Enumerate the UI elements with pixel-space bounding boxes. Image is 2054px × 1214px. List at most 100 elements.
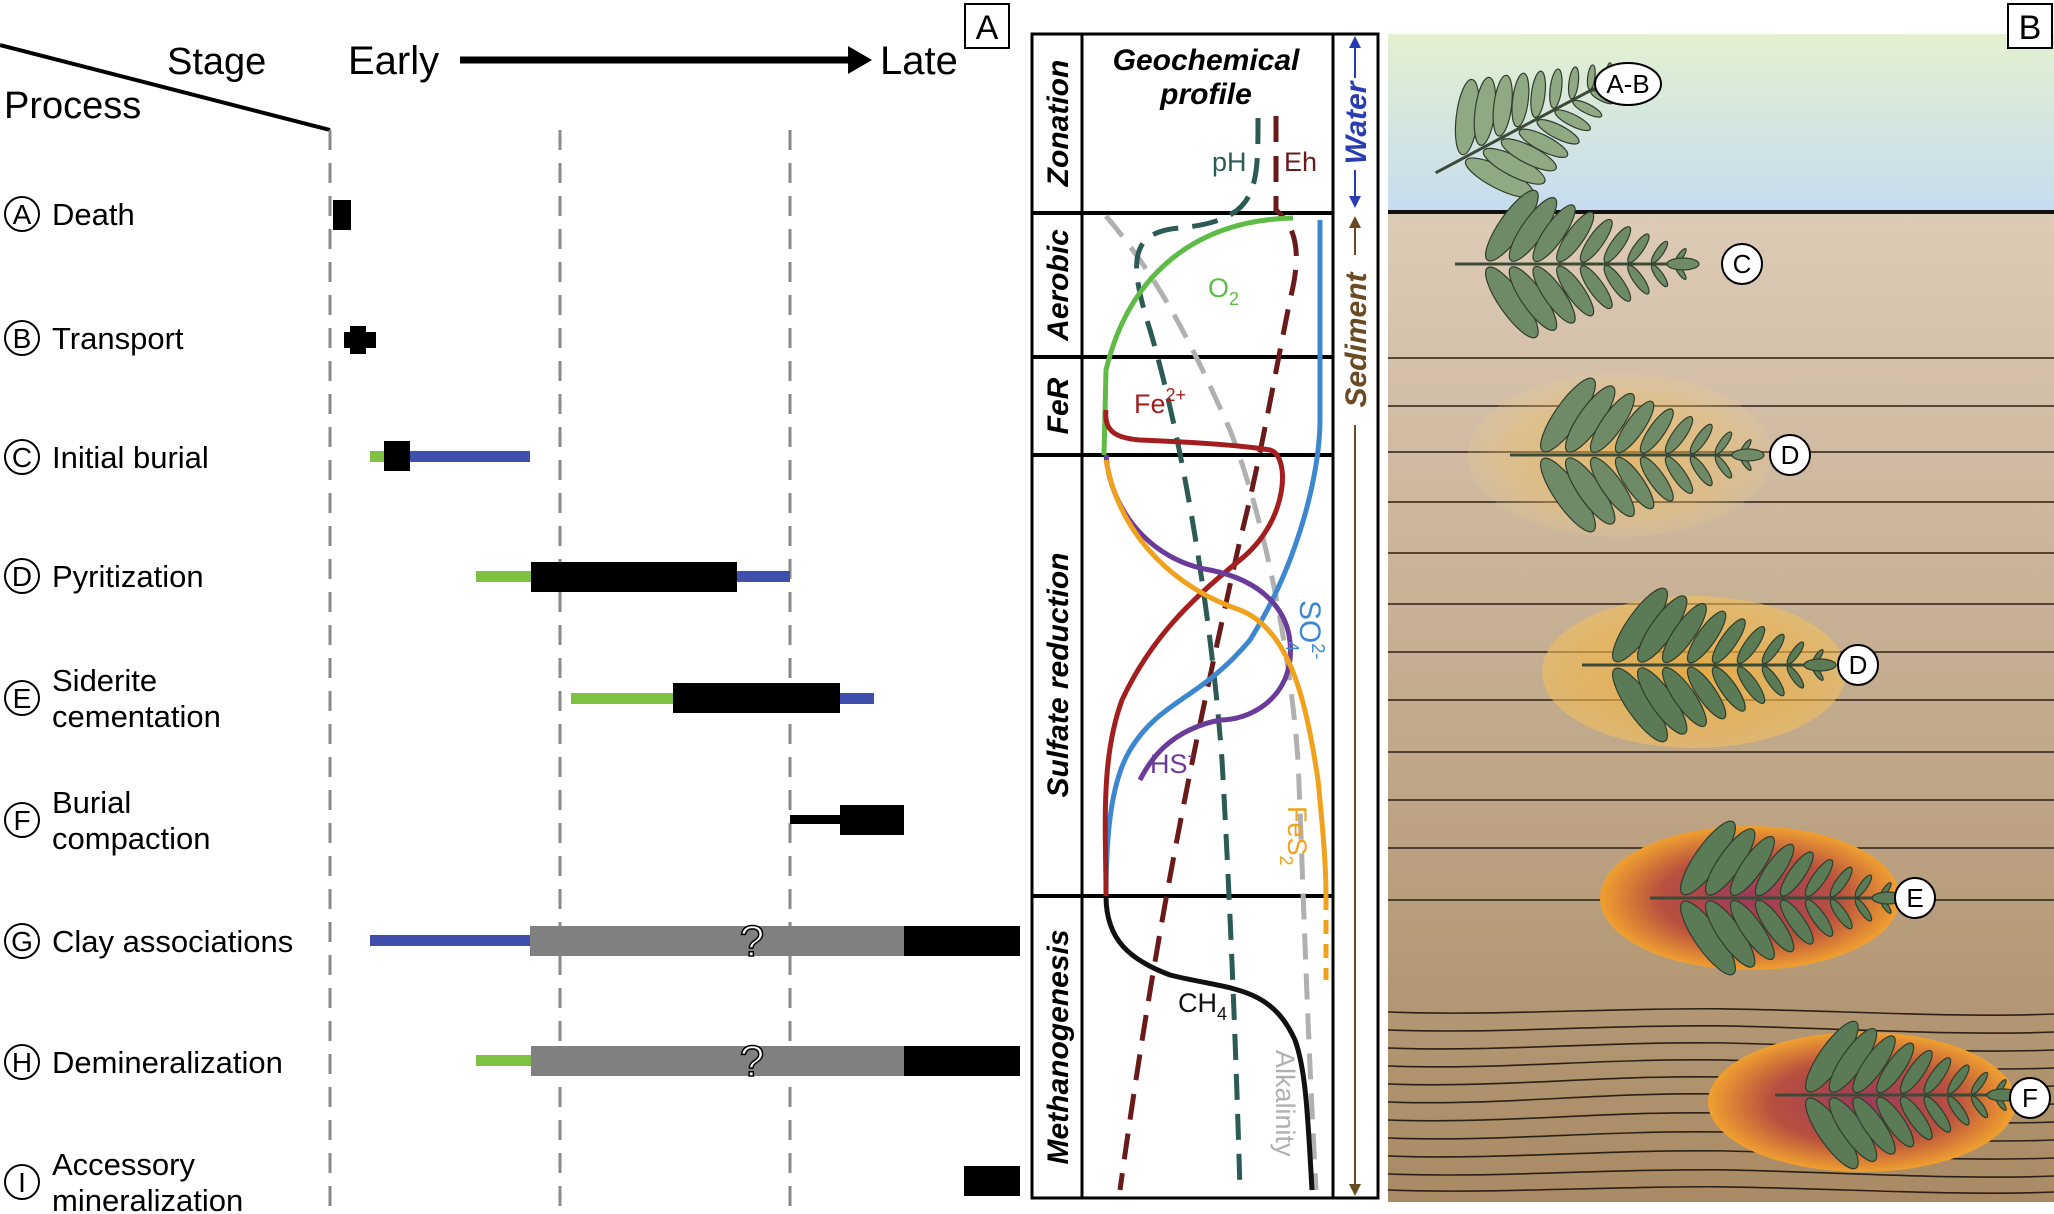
fern-pinna bbox=[1923, 1057, 1952, 1095]
process-name: Transport bbox=[52, 321, 184, 356]
fern-pinna bbox=[1536, 118, 1580, 145]
water-arrow-head-top bbox=[1349, 36, 1361, 48]
fern-pinna bbox=[1627, 233, 1650, 264]
process-row-label: A Death bbox=[4, 196, 135, 232]
fern-pinna bbox=[1579, 218, 1613, 263]
fern-pinna bbox=[1761, 665, 1785, 697]
fern-pinna bbox=[1852, 1096, 1896, 1155]
bar-compaction-main bbox=[840, 805, 904, 835]
zone-label-fer: FeR bbox=[1042, 377, 1075, 434]
bar-compaction-onset bbox=[790, 815, 840, 824]
eh-label: Eh bbox=[1284, 147, 1317, 177]
process-letter: C bbox=[12, 442, 32, 473]
process-name: Burial bbox=[52, 785, 131, 820]
fern-pinna bbox=[1532, 204, 1576, 263]
o2-label: O2 bbox=[1208, 273, 1239, 309]
bar-burial-main bbox=[384, 441, 410, 471]
fern-pinna bbox=[1661, 602, 1707, 664]
bar-demin-onset bbox=[476, 1055, 531, 1066]
process-row-label: C Initial burial bbox=[4, 439, 209, 475]
process-name: Accessory bbox=[52, 1147, 195, 1182]
fern-pinna bbox=[1852, 1035, 1896, 1094]
demin-question-mark: ? bbox=[740, 1037, 764, 1086]
alkalinity-label: Alkalinity bbox=[1270, 1050, 1300, 1157]
bar-death-main bbox=[333, 200, 351, 230]
stage-marker: A-B bbox=[1594, 62, 1662, 106]
process-row-label: G Clay associations bbox=[4, 923, 293, 959]
fern-pinna bbox=[1899, 1049, 1933, 1094]
bar-clay-onset bbox=[370, 935, 530, 946]
fern-pinna bbox=[1970, 1071, 1989, 1095]
fern-pinna bbox=[1639, 408, 1674, 454]
fern-fossils bbox=[1434, 62, 2020, 1170]
fern-pinna bbox=[1661, 666, 1707, 728]
stage-marker-label: A-B bbox=[1606, 69, 1649, 99]
fern-pinna bbox=[1729, 835, 1775, 897]
stratum-line bbox=[1387, 1007, 2054, 1016]
fern-fossil bbox=[1775, 1020, 2020, 1170]
fern-pinna bbox=[1729, 899, 1775, 961]
fern-pinna bbox=[1899, 1096, 1933, 1141]
zone-label-zonation: Zonation bbox=[1042, 60, 1075, 188]
fern-pinna bbox=[1714, 431, 1733, 455]
fern-pinna bbox=[1689, 423, 1713, 455]
stratum-line bbox=[1387, 1185, 2054, 1194]
process-label: Process bbox=[4, 85, 141, 127]
water-arrow: Water bbox=[1340, 36, 1373, 208]
fern-pinna bbox=[1689, 455, 1713, 487]
fern-pinna bbox=[1639, 456, 1674, 502]
fern-pinna bbox=[1761, 633, 1785, 665]
bar-pyrite-onset bbox=[476, 571, 531, 582]
fern-pinna bbox=[1947, 1064, 1970, 1095]
stratum-line bbox=[1387, 1024, 2054, 1034]
fern-pinna bbox=[1589, 456, 1635, 518]
fern-pinna bbox=[1711, 666, 1746, 712]
process-bars: ? ? bbox=[333, 200, 1020, 1196]
zone-labels: Zonation Aerobic FeR Sulfate reduction M… bbox=[1042, 60, 1075, 1165]
fern-pinna bbox=[1603, 264, 1632, 302]
bar-siderite-tail bbox=[840, 693, 874, 704]
fern-pinna bbox=[1614, 456, 1655, 510]
water-label: Water bbox=[1340, 79, 1373, 164]
process-letter: F bbox=[13, 805, 30, 836]
fern-tip bbox=[1803, 658, 1837, 672]
stage-marker: C bbox=[1721, 243, 1763, 285]
fern-pinna bbox=[1549, 68, 1563, 109]
stage-marker: D bbox=[1837, 644, 1879, 686]
process-name: Pyritization bbox=[52, 559, 204, 594]
fern-pinna bbox=[1736, 626, 1766, 664]
process-name: Demineralization bbox=[52, 1045, 283, 1080]
fern-pinna bbox=[1567, 66, 1580, 100]
process-letter: G bbox=[11, 926, 33, 957]
fern-pinna bbox=[1686, 610, 1727, 664]
fe-curve bbox=[1102, 409, 1285, 897]
stage-marker-circle bbox=[1721, 243, 1763, 285]
header-diagonal bbox=[0, 43, 331, 132]
process-name: cementation bbox=[52, 699, 221, 734]
sediment-label: Sediment bbox=[1340, 270, 1373, 407]
sulfate-curve bbox=[1103, 220, 1323, 897]
fern-pinna bbox=[1711, 618, 1746, 664]
stage-marker-label: F bbox=[2022, 1083, 2038, 1113]
panel-b-label-box bbox=[2007, 3, 2053, 49]
fern-pinna bbox=[1511, 72, 1530, 128]
fern-pinna bbox=[1556, 211, 1595, 263]
ch4-curve bbox=[1103, 895, 1315, 1191]
stage-dividers bbox=[328, 130, 792, 1214]
stage-marker: F bbox=[2009, 1077, 2051, 1119]
process-row-label: H Demineralization bbox=[4, 1044, 283, 1080]
fern-pinna bbox=[1614, 400, 1655, 454]
curve-labels: pH Eh O2 Fe2+ SO2-4 HS- FeS2 CH4 Alkalin… bbox=[1134, 147, 1328, 1157]
fern-pinna bbox=[1779, 851, 1814, 897]
fern-fossil bbox=[1434, 62, 1630, 199]
fes2-curve bbox=[1103, 459, 1329, 897]
process-letter: A bbox=[13, 199, 32, 230]
eh-curve bbox=[1117, 116, 1299, 1191]
process-name: Initial burial bbox=[52, 440, 209, 475]
panel-b-scene: B A-B C D D E F bbox=[1387, 3, 2054, 1202]
bar-burial-onset bbox=[370, 451, 384, 462]
fern-pinna bbox=[1804, 899, 1834, 937]
process-letter: I bbox=[18, 1167, 26, 1198]
